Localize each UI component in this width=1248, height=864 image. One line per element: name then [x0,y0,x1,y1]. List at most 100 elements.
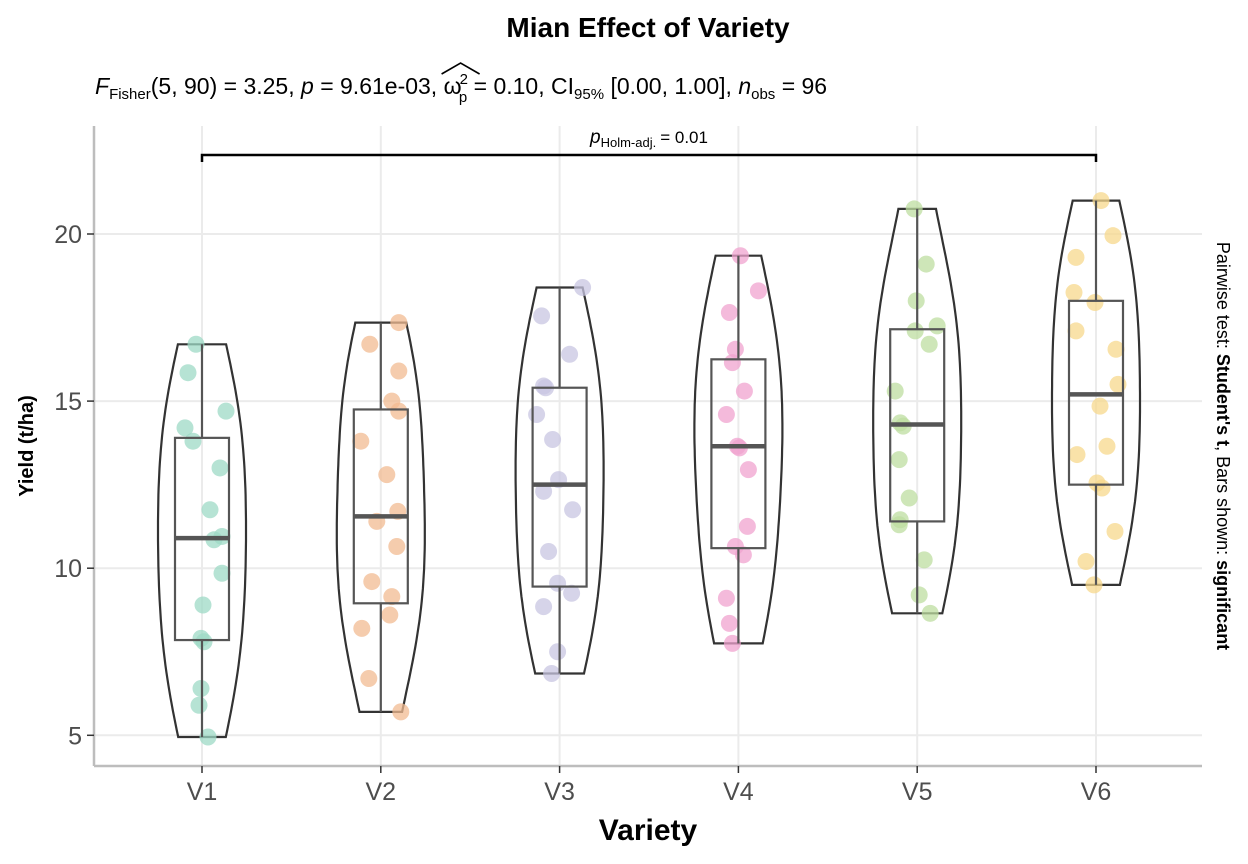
caption-part1: Pairwise test: [1213,242,1233,354]
data-point-V1 [213,564,231,582]
x-tick-label: V3 [544,778,575,806]
violins [156,199,1142,739]
effect-superscript: 2 [460,71,468,88]
p-symbol: p [300,73,314,99]
data-point-V6 [1067,322,1085,340]
data-point-V5 [915,551,933,569]
y-tick-label: 10 [54,555,82,583]
stat-symbol: F [95,73,111,99]
data-point-V3 [549,643,567,661]
data-point-V2 [352,432,370,450]
x-tick-label: V2 [366,778,397,806]
p-holm-value: = 0.01 [660,128,708,147]
pairwise-caption: Pairwise test: Student's t, Bars shown: … [1213,242,1233,650]
data-point-V4 [720,614,738,632]
data-point-V6 [1068,446,1086,464]
data-point-V4 [739,461,757,479]
significance-label: pHolm-adj. = 0.01 [589,127,708,150]
n-subscript: obs [751,86,775,103]
data-point-V2 [390,362,408,380]
n-value: = 96 [782,73,827,99]
tick-labels: 5 10 15 20 V1 V2 V3 V4 V5 V6 [54,221,1111,806]
effect-symbol: ω [444,73,462,99]
chart-subtitle: FFisher(5, 90) = 3.25, p = 9.61e-03, ω2 p… [95,71,827,107]
data-point-V5 [900,489,918,507]
data-point-V3 [540,542,558,560]
data-point-V2 [388,537,406,555]
effect-value: = 0.10, [474,73,545,99]
data-point-V6 [1067,248,1085,266]
data-point-V2 [361,335,379,353]
data-point-V1 [195,633,213,651]
y-tick-label: 20 [54,221,82,249]
data-point-V2 [390,402,408,420]
chart-title: Mian Effect of Variety [506,12,790,43]
data-point-V2 [363,573,381,591]
grid [94,126,1202,766]
violin-V1 [156,343,248,739]
data-point-V4 [717,405,735,423]
data-point-V4 [717,589,735,607]
omega-hat-mark [441,62,480,75]
data-point-V5 [890,516,908,534]
data-point-V6 [1077,553,1095,571]
data-point-V6 [1107,340,1125,358]
data-point-V6 [1065,283,1083,301]
data-point-V6 [1106,522,1124,540]
violin-V4 [693,254,784,645]
data-point-V2 [390,314,408,332]
x-tick-label: V6 [1081,778,1112,806]
data-point-V5 [905,200,923,218]
data-point-V1 [184,432,202,450]
data-point-V6 [1098,437,1116,455]
data-point-V4 [726,340,744,358]
data-point-V6 [1104,227,1122,245]
p-holm-subscript: Holm-adj. [601,135,657,150]
data-point-V4 [720,304,738,322]
data-point-V4 [738,517,756,535]
y-tick-label: 15 [54,388,82,416]
data-point-V1 [194,596,212,614]
stat-subscript: Fisher [109,86,151,103]
ci-subscript: 95% [574,86,604,103]
data-point-V1 [201,501,219,519]
data-point-V5 [920,335,938,353]
data-point-V3 [561,345,579,363]
data-point-V3 [535,598,553,616]
data-point-V3 [574,278,592,296]
data-point-V2 [392,703,410,721]
ci-value: [0.00, 1.00], [610,73,731,99]
data-point-V5 [917,255,935,273]
data-point-V6 [1086,294,1104,312]
data-point-V3 [528,405,546,423]
data-point-V1 [187,335,205,353]
p-holm-symbol: p [589,127,601,148]
data-point-V1 [190,696,208,714]
data-point-V4 [731,247,749,265]
data-point-V4 [735,382,753,400]
caption-bars-shown: significant [1213,560,1233,650]
y-tick-label: 5 [68,722,82,750]
data-point-V3 [535,482,553,500]
x-tick-label: V4 [723,778,754,806]
stat-value: = 3.25, [224,73,295,99]
data-point-V6 [1085,576,1103,594]
data-point-V2 [383,588,401,606]
x-tick-label: V1 [187,778,218,806]
data-point-V5 [921,604,939,622]
effect-subscript: p [459,89,467,106]
data-point-V1 [199,728,217,746]
pairwise-bracket: pHolm-adj. = 0.01 [200,127,1098,162]
box-V4 [710,358,767,550]
data-point-V5 [906,322,924,340]
data-point-V3 [563,584,581,602]
data-point-V5 [910,586,928,604]
data-point-V1 [179,364,197,382]
x-tick-label: V5 [902,778,933,806]
x-axis-title: Variety [599,814,698,847]
data-point-V4 [723,634,741,652]
box-V3 [531,386,588,588]
data-point-V3 [544,431,562,449]
caption-part3: , Bars shown: [1213,446,1233,560]
